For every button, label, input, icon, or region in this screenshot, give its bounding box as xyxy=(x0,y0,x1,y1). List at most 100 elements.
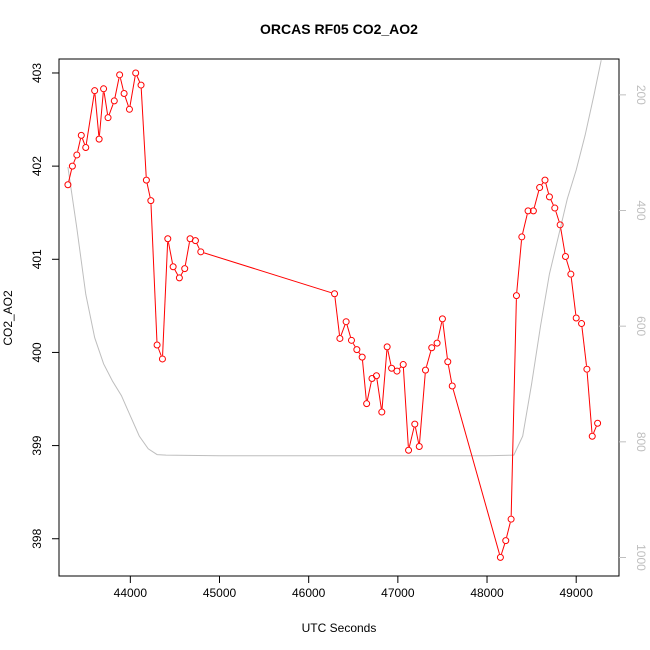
right-tick-label: 200 xyxy=(634,85,648,105)
co2-line-segment xyxy=(570,277,577,315)
co2-line-segment xyxy=(362,360,367,401)
co2-point xyxy=(153,341,161,349)
co2-line-segment xyxy=(203,252,332,294)
co2-point xyxy=(120,89,128,97)
plot-frame xyxy=(58,58,620,577)
co2-point xyxy=(104,114,112,122)
co2-line-segment xyxy=(387,350,392,365)
y-tick-label: 403 xyxy=(30,63,44,83)
co2-point xyxy=(191,237,199,245)
co2-line-segment xyxy=(98,92,104,136)
co2-line-segment xyxy=(447,365,453,383)
co2-line-segment xyxy=(352,343,356,347)
co2-line-segment xyxy=(73,158,77,164)
co2-line-segment xyxy=(82,138,86,145)
secondary-series-line xyxy=(67,60,602,457)
co2-line-segment xyxy=(180,271,184,276)
co2-point xyxy=(91,87,99,95)
co2-point xyxy=(125,105,133,113)
co2-line-segment xyxy=(77,138,82,152)
co2-line-segment xyxy=(340,324,346,336)
co2-line-segment xyxy=(452,389,500,555)
co2-point xyxy=(353,346,361,354)
co2-point xyxy=(524,207,532,215)
co2-series xyxy=(64,69,602,561)
co2-line-segment xyxy=(119,78,124,91)
y-tick-label: 402 xyxy=(30,156,44,176)
co2-line-segment xyxy=(157,348,162,356)
co2-line-segment xyxy=(381,350,388,409)
co2-line-segment xyxy=(334,297,340,336)
co2-line-segment xyxy=(586,372,593,433)
co2-point xyxy=(393,367,401,375)
co2-point xyxy=(496,553,504,561)
co2-point xyxy=(64,181,72,189)
co2-point xyxy=(556,221,564,229)
y-tick-label: 401 xyxy=(30,249,44,269)
co2-point xyxy=(347,336,355,344)
co2-line-segment xyxy=(68,169,73,182)
co2-point xyxy=(372,372,380,380)
right-axis: 200 400 600 800 1000 xyxy=(619,85,648,571)
co2-point xyxy=(169,263,177,271)
co2-line-segment xyxy=(533,190,540,208)
co2-point xyxy=(411,420,419,428)
co2-point xyxy=(541,176,549,184)
co2-line-segment xyxy=(402,368,409,447)
co2-point xyxy=(331,290,339,298)
co2-point xyxy=(110,97,118,105)
co2-point xyxy=(147,197,155,205)
co2-point xyxy=(77,131,85,139)
co2-point xyxy=(132,69,140,77)
co2-point xyxy=(175,274,183,282)
x-tick-label: 45000 xyxy=(203,586,237,600)
chart-title: ORCAS RF05 CO2_AO2 xyxy=(260,21,418,37)
co2-point xyxy=(95,135,103,143)
co2-line-segment xyxy=(500,543,506,555)
co2-point xyxy=(68,162,76,170)
co2-line-segment xyxy=(419,373,426,444)
x-tick-label: 47000 xyxy=(381,586,415,600)
right-tick-label: 400 xyxy=(634,200,648,220)
co2-point xyxy=(448,382,456,390)
co2-point xyxy=(342,318,350,326)
co2-line-segment xyxy=(346,324,351,338)
co2-line-segment xyxy=(114,78,120,98)
co2-point xyxy=(116,71,124,79)
co2-point xyxy=(181,265,189,273)
co2-line-segment xyxy=(593,426,597,434)
co2-point xyxy=(73,151,81,159)
co2-line-segment xyxy=(425,351,432,367)
co2-point xyxy=(142,176,150,184)
x-axis: 44000 45000 46000 47000 48000 49000 xyxy=(114,576,594,600)
co2-line-segment xyxy=(581,326,587,366)
co2-point xyxy=(158,355,166,363)
co2-point xyxy=(137,81,145,89)
co2-line-segment xyxy=(94,94,100,136)
x-tick-label: 49000 xyxy=(560,586,594,600)
co2-point xyxy=(536,184,544,192)
co2-line-segment xyxy=(103,92,109,115)
co2-line-segment xyxy=(555,211,560,222)
y-tick-label: 399 xyxy=(30,435,44,455)
co2-point xyxy=(545,193,553,201)
co2-line-segment xyxy=(129,76,136,106)
co2-line-segment xyxy=(566,259,571,271)
co2-point xyxy=(444,358,452,366)
co2-point xyxy=(428,344,436,352)
co2-point xyxy=(588,432,596,440)
co2-point xyxy=(512,292,520,300)
co2-point xyxy=(399,361,407,369)
co2-point xyxy=(368,375,376,383)
co2-point xyxy=(415,443,423,451)
co2-line-segment xyxy=(437,322,443,340)
right-tick-label: 600 xyxy=(634,316,648,336)
co2-line-segment xyxy=(108,104,114,115)
x-tick-label: 48000 xyxy=(470,586,504,600)
co2-line-segment xyxy=(162,242,169,356)
co2-line-segment xyxy=(196,243,200,249)
co2-point xyxy=(529,207,537,215)
co2-line-segment xyxy=(167,242,173,264)
co2-line-segment xyxy=(522,214,528,234)
